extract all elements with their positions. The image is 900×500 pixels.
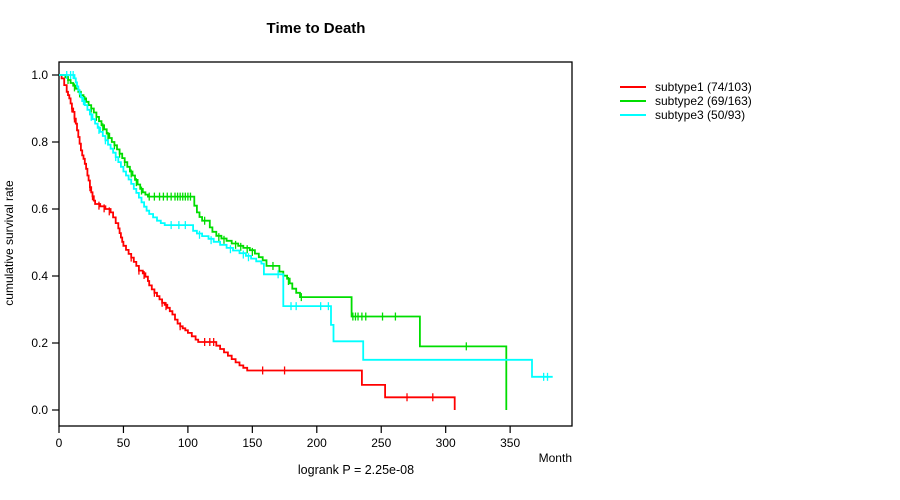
chart-title: Time to Death xyxy=(266,20,366,37)
x-tick-label: 50 xyxy=(117,436,131,450)
x-tick-label: 100 xyxy=(178,436,198,450)
legend-row-subtype3: subtype3 (50/93) xyxy=(620,108,752,122)
survival-curve-2 xyxy=(59,74,508,410)
legend-label-subtype1: subtype1 (74/103) xyxy=(655,80,752,94)
y-tick-label: 0.2 xyxy=(31,336,48,350)
legend-row-subtype2: subtype2 (69/163) xyxy=(620,94,752,108)
survival-curve-3 xyxy=(59,74,553,378)
x-tick-label: 0 xyxy=(56,436,63,450)
y-tick-label: 0.6 xyxy=(31,202,48,216)
x-axis-title: Month xyxy=(538,451,572,465)
x-tick-label: 350 xyxy=(500,436,520,450)
y-axis: 0.0 0.2 0.4 0.6 0.8 1.0 xyxy=(31,68,59,417)
plot-box xyxy=(58,61,573,427)
x-axis: 0 50 100 150 200 250 300 350 xyxy=(56,426,520,450)
series-3 xyxy=(59,71,553,381)
y-tick-label: 0.8 xyxy=(31,135,48,149)
x-tick-label: 250 xyxy=(371,436,391,450)
subtype1-line-swatch xyxy=(620,86,646,88)
legend-label-subtype3: subtype3 (50/93) xyxy=(655,108,746,122)
legend-label-subtype2: subtype2 (69/163) xyxy=(655,94,752,108)
x-tick-label: 150 xyxy=(242,436,262,450)
legend: subtype1 (74/103) subtype2 (69/163) subt… xyxy=(620,80,752,122)
subtype2-line-swatch xyxy=(620,100,646,102)
x-tick-label: 300 xyxy=(436,436,456,450)
legend-row-subtype1: subtype1 (74/103) xyxy=(620,80,752,94)
y-axis-title: cumulative survival rate xyxy=(2,180,16,306)
y-tick-label: 1.0 xyxy=(31,68,48,82)
subtype3-line-swatch xyxy=(620,114,646,116)
y-tick-label: 0.4 xyxy=(31,269,48,283)
logrank-pvalue-note: logrank P = 2.25e-08 xyxy=(297,463,415,477)
y-tick-label: 0.0 xyxy=(31,403,48,417)
series-2 xyxy=(59,74,508,410)
series-1 xyxy=(59,74,456,410)
x-tick-label: 200 xyxy=(307,436,327,450)
